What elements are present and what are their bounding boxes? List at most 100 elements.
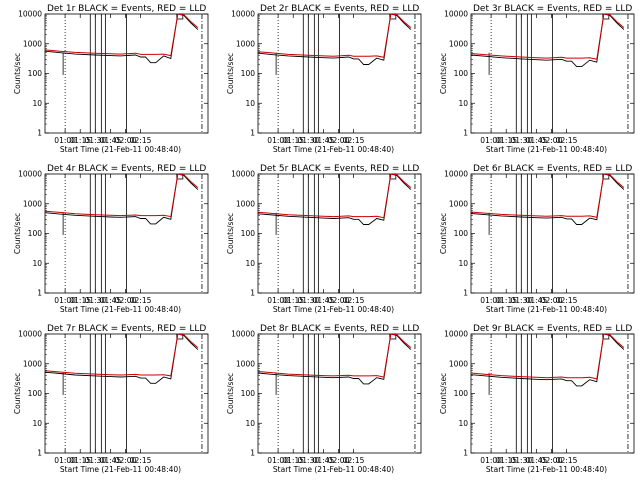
x-tick-label: 01:45 <box>526 456 548 465</box>
x-tick-label: 01:00 <box>267 456 289 465</box>
detector-panel: Det 6r BLACK = Events, RED = LLD 1 10 100 10… <box>426 160 639 320</box>
x-axis-label: Start Time (21-Feb-11 00:48:40) <box>60 465 181 474</box>
y-tick-label: 1000 <box>236 359 255 368</box>
x-tick-label: 01:15 <box>69 136 91 145</box>
lld-series-line <box>44 333 199 377</box>
y-tick-label: 1000 <box>449 39 468 48</box>
x-tick-label: 01:15 <box>495 296 517 305</box>
x-axis-label: Start Time (21-Feb-11 00:48:40) <box>486 465 607 474</box>
chart-svg: Det 9r BLACK = Events, RED = LLD 1 10 100 10… <box>439 324 635 474</box>
events-series-line <box>44 13 199 64</box>
x-tick-label: 02:00 <box>328 456 350 465</box>
y-axis-label: Counts/sec <box>226 213 235 254</box>
chart-title: Det 7r BLACK = Events, RED = LLD <box>47 324 206 334</box>
y-tick-label: 10 <box>32 259 42 268</box>
lld-series-line <box>44 173 199 218</box>
chart-svg: Det 1r BLACK = Events, RED = LLD 1 10 100 10… <box>13 4 209 154</box>
y-tick-label: 100 <box>28 69 43 78</box>
chart-svg: Det 8r BLACK = Events, RED = LLD 1 10 100 10… <box>226 324 422 474</box>
y-tick-label: 1000 <box>449 359 468 368</box>
y-axis-label: Counts/sec <box>13 373 22 414</box>
events-series-line <box>470 13 625 68</box>
x-tick-label: 02:00 <box>541 136 563 145</box>
x-axis-label: Start Time (21-Feb-11 00:48:40) <box>60 145 181 154</box>
detector-panel: Det 9r BLACK = Events, RED = LLD 1 10 100 10… <box>426 320 639 480</box>
chart-title: Det 1r BLACK = Events, RED = LLD <box>47 4 206 14</box>
y-tick-label: 1000 <box>23 359 42 368</box>
x-tick-label: 02:00 <box>541 296 563 305</box>
x-tick-label: 01:45 <box>313 456 335 465</box>
detector-panel: Det 8r BLACK = Events, RED = LLD 1 10 100 10… <box>213 320 426 480</box>
y-tick-label: 1000 <box>23 39 42 48</box>
y-tick-label: 100 <box>28 389 43 398</box>
chart-svg: Det 7r BLACK = Events, RED = LLD 1 10 100 10… <box>13 324 209 474</box>
lld-series-line <box>470 173 625 218</box>
x-tick-label: 02:00 <box>115 136 137 145</box>
x-tick-label: 01:15 <box>495 136 517 145</box>
x-tick-label: 02:15 <box>130 456 152 465</box>
y-tick-label: 10 <box>245 259 255 268</box>
detector-panel: Det 3r BLACK = Events, RED = LLD 1 10 100 10… <box>426 0 639 160</box>
y-tick-label: 10000 <box>18 170 42 179</box>
x-tick-label: 02:15 <box>556 296 578 305</box>
y-axis-label: Counts/sec <box>13 53 22 94</box>
lld-series-line <box>44 13 199 57</box>
y-axis-label: Counts/sec <box>439 373 448 414</box>
y-tick-label: 1 <box>463 449 468 458</box>
chart-svg: Det 3r BLACK = Events, RED = LLD 1 10 100 10… <box>439 4 635 154</box>
y-axis-label: Counts/sec <box>439 53 448 94</box>
x-tick-label: 02:00 <box>115 456 137 465</box>
detector-panel: Det 5r BLACK = Events, RED = LLD 1 10 100 10… <box>213 160 426 320</box>
x-tick-label: 01:15 <box>69 456 91 465</box>
x-tick-label: 01:30 <box>510 296 532 305</box>
x-tick-label: 02:15 <box>343 296 365 305</box>
chart-svg: Det 4r BLACK = Events, RED = LLD 1 10 100 10… <box>13 164 209 314</box>
x-tick-label: 01:30 <box>510 456 532 465</box>
y-tick-label: 10 <box>245 419 255 428</box>
y-tick-label: 1 <box>250 129 255 138</box>
x-tick-label: 01:45 <box>313 136 335 145</box>
x-tick-label: 01:15 <box>69 296 91 305</box>
y-tick-label: 10 <box>458 419 468 428</box>
x-tick-label: 01:00 <box>267 136 289 145</box>
x-tick-label: 01:30 <box>297 456 319 465</box>
y-tick-label: 10000 <box>231 330 255 339</box>
x-tick-label: 01:00 <box>480 296 502 305</box>
y-tick-label: 100 <box>28 229 43 238</box>
x-tick-label: 02:15 <box>556 136 578 145</box>
y-tick-label: 1 <box>37 289 42 298</box>
y-tick-label: 10000 <box>231 170 255 179</box>
y-tick-label: 10000 <box>444 10 468 19</box>
x-tick-label: 02:00 <box>541 456 563 465</box>
x-tick-label: 01:00 <box>480 136 502 145</box>
y-tick-label: 10 <box>458 99 468 108</box>
events-series-line <box>470 173 625 225</box>
x-axis-label: Start Time (21-Feb-11 00:48:40) <box>273 465 394 474</box>
x-tick-label: 02:00 <box>115 296 137 305</box>
y-tick-label: 1 <box>37 129 42 138</box>
y-tick-label: 100 <box>241 389 256 398</box>
chart-title: Det 9r BLACK = Events, RED = LLD <box>473 324 632 334</box>
y-tick-label: 10000 <box>18 330 42 339</box>
y-axis-label: Counts/sec <box>226 373 235 414</box>
y-tick-label: 1 <box>37 449 42 458</box>
x-tick-label: 02:15 <box>343 456 365 465</box>
x-axis-label: Start Time (21-Feb-11 00:48:40) <box>486 145 607 154</box>
x-tick-label: 01:30 <box>297 296 319 305</box>
chart-title: Det 2r BLACK = Events, RED = LLD <box>260 4 419 14</box>
y-tick-label: 10000 <box>231 10 255 19</box>
lld-series-line <box>470 13 625 60</box>
x-tick-label: 01:45 <box>526 296 548 305</box>
chart-svg: Det 6r BLACK = Events, RED = LLD 1 10 100 10… <box>439 164 635 314</box>
lld-series-line <box>257 333 412 378</box>
y-tick-label: 1000 <box>449 199 468 208</box>
x-tick-label: 02:00 <box>328 296 350 305</box>
y-tick-label: 10000 <box>18 10 42 19</box>
y-axis-label: Counts/sec <box>13 213 22 254</box>
chart-title: Det 6r BLACK = Events, RED = LLD <box>473 164 632 174</box>
chart-svg: Det 2r BLACK = Events, RED = LLD 1 10 100 10… <box>226 4 422 154</box>
lld-series-line <box>470 333 625 380</box>
chart-title: Det 8r BLACK = Events, RED = LLD <box>260 324 419 334</box>
detector-panel: Det 1r BLACK = Events, RED = LLD 1 10 100 10… <box>0 0 213 160</box>
